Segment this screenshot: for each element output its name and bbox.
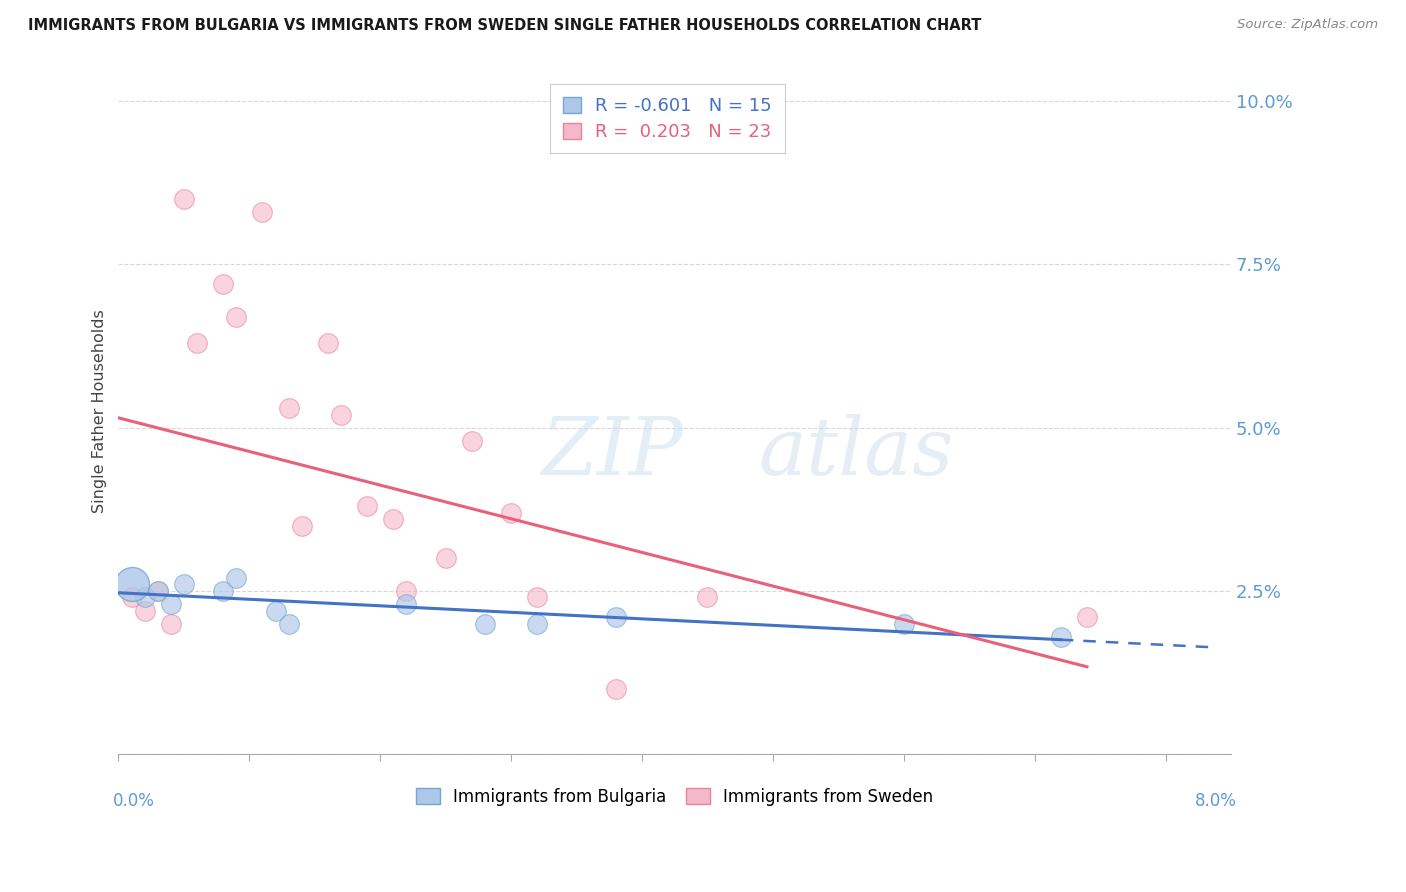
Text: IMMIGRANTS FROM BULGARIA VS IMMIGRANTS FROM SWEDEN SINGLE FATHER HOUSEHOLDS CORR: IMMIGRANTS FROM BULGARIA VS IMMIGRANTS F… xyxy=(28,18,981,33)
Point xyxy=(225,310,247,324)
Point xyxy=(252,205,274,219)
Point xyxy=(134,591,156,605)
Point xyxy=(212,583,235,598)
Text: ZIP: ZIP xyxy=(541,414,683,491)
Point xyxy=(146,583,169,598)
Point xyxy=(461,434,484,448)
Text: 0.0%: 0.0% xyxy=(112,792,155,810)
Legend: Immigrants from Bulgaria, Immigrants from Sweden: Immigrants from Bulgaria, Immigrants fro… xyxy=(408,780,942,814)
Point xyxy=(434,551,457,566)
Point xyxy=(605,610,627,624)
Point xyxy=(526,616,548,631)
Point xyxy=(696,591,718,605)
Point xyxy=(605,681,627,696)
Point xyxy=(356,499,378,513)
Point xyxy=(173,192,195,206)
Text: Source: ZipAtlas.com: Source: ZipAtlas.com xyxy=(1237,18,1378,31)
Point xyxy=(146,583,169,598)
Point xyxy=(395,583,418,598)
Point xyxy=(316,335,339,350)
Point xyxy=(329,408,352,422)
Point xyxy=(159,597,181,611)
Y-axis label: Single Father Households: Single Father Households xyxy=(93,310,107,513)
Point xyxy=(173,577,195,591)
Point xyxy=(382,512,405,526)
Point xyxy=(212,277,235,291)
Point xyxy=(526,591,548,605)
Point xyxy=(277,616,299,631)
Point xyxy=(1076,610,1098,624)
Text: atlas: atlas xyxy=(758,414,953,491)
Point xyxy=(159,616,181,631)
Point xyxy=(134,603,156,617)
Point xyxy=(893,616,915,631)
Point xyxy=(186,335,208,350)
Point xyxy=(121,577,143,591)
Point xyxy=(291,518,314,533)
Point xyxy=(474,616,496,631)
Point xyxy=(395,597,418,611)
Point xyxy=(264,603,287,617)
Point xyxy=(121,591,143,605)
Point xyxy=(225,571,247,585)
Point xyxy=(501,506,523,520)
Text: 8.0%: 8.0% xyxy=(1195,792,1236,810)
Point xyxy=(1049,630,1071,644)
Point xyxy=(277,401,299,416)
